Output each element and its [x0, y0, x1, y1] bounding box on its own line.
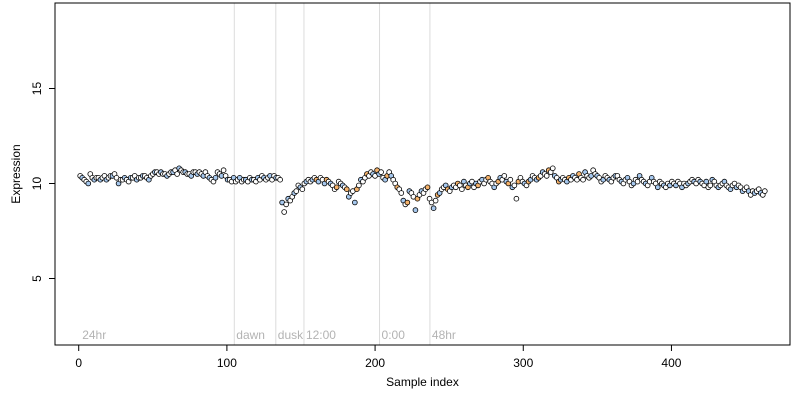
data-point	[174, 171, 180, 177]
segment-labels: 24hr dawn dusk 12:00 0:00 48hr	[82, 328, 456, 342]
data-point	[85, 180, 92, 187]
data-point	[501, 173, 508, 179]
data-point	[654, 184, 661, 191]
data-point	[580, 176, 586, 183]
data-point	[283, 201, 289, 208]
x-tick-label: 400	[661, 356, 681, 370]
data-point	[277, 176, 283, 183]
data-point	[220, 167, 227, 174]
data-point	[507, 176, 514, 183]
data-point	[513, 195, 520, 202]
x-axis: 0 100 200 300 400	[75, 344, 682, 370]
x-tick-label: 100	[217, 356, 237, 370]
segment-label: 24hr	[82, 328, 106, 342]
segment-separators	[233, 3, 431, 345]
data-point	[707, 182, 714, 189]
segment-label: 12:00	[306, 328, 336, 342]
data-point	[212, 175, 219, 181]
segment-label: 0:00	[382, 328, 406, 342]
y-tick-label: 5	[30, 275, 44, 282]
data-point	[343, 186, 350, 193]
data-point	[424, 184, 431, 191]
data-point	[404, 199, 411, 206]
x-tick-label: 0	[75, 356, 82, 370]
data-point	[412, 207, 419, 213]
x-axis-title: Sample index	[386, 375, 459, 389]
y-axis-title: Expression	[9, 144, 23, 203]
data-points	[77, 165, 768, 215]
data-point	[762, 188, 768, 194]
segment-label: dusk	[278, 328, 304, 342]
data-point	[356, 182, 362, 189]
data-point	[398, 190, 405, 196]
data-point	[378, 169, 384, 175]
segment-label: dawn	[236, 328, 265, 342]
segment-label: 48hr	[432, 328, 456, 342]
x-tick-label: 300	[513, 356, 533, 370]
data-point	[543, 173, 550, 179]
y-tick-label: 15	[30, 82, 44, 96]
data-point	[293, 188, 300, 194]
data-point	[703, 178, 710, 185]
data-point	[459, 186, 465, 193]
data-point	[430, 205, 437, 212]
data-point	[352, 199, 358, 206]
data-point	[511, 182, 518, 189]
data-point	[432, 197, 439, 204]
data-point	[299, 186, 306, 193]
data-point	[549, 165, 556, 172]
x-tick-label: 200	[365, 356, 385, 370]
data-point	[333, 184, 340, 191]
y-tick-label: 10	[30, 177, 44, 191]
data-point	[281, 209, 287, 215]
y-axis: 5 10 15	[30, 82, 56, 282]
